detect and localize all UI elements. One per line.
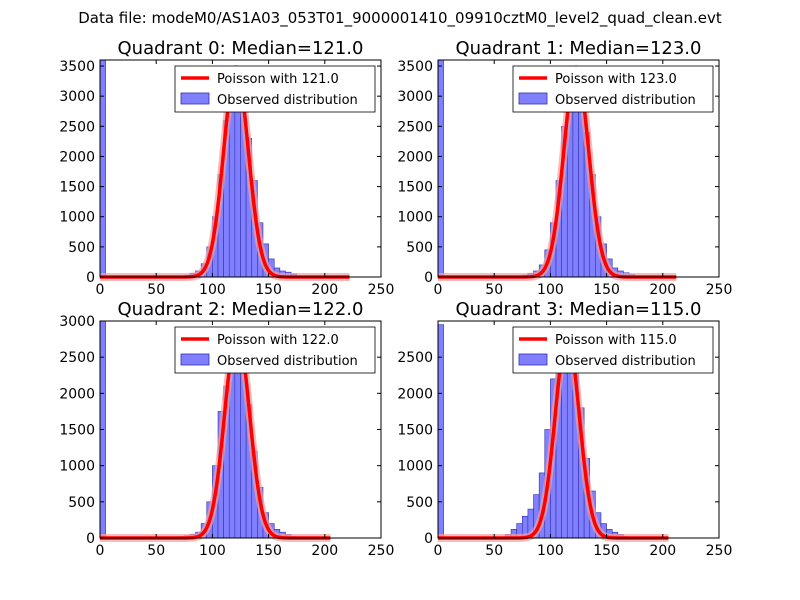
- legend-bar-label: Observed distribution: [555, 93, 696, 108]
- legend-bar-swatch: [180, 92, 210, 105]
- y-tick-label: 1500: [397, 423, 433, 439]
- x-tick-label: 150: [255, 282, 282, 298]
- y-tick-label: 1000: [59, 459, 95, 475]
- figure-suptitle: Data file: modeM0/AS1A03_053T01_90000014…: [78, 9, 722, 28]
- panel-quadrant-0: Quadrant 0: Median=121.0 0 50 100 150 200 250…: [59, 38, 394, 298]
- legend-fit-label: Poisson with 122.0: [217, 333, 339, 348]
- y-tick-label: 3000: [59, 314, 95, 330]
- legend-fit-label: Poisson with 121.0: [217, 72, 339, 87]
- y-tick-label: 2000: [397, 386, 433, 402]
- legend-bar-swatch: [518, 92, 548, 105]
- y-tick-label: 2000: [59, 149, 95, 165]
- y-tick-label: 3000: [59, 89, 95, 105]
- y-tick-label: 1000: [59, 210, 95, 226]
- y-tick-label: 1500: [59, 180, 95, 196]
- x-tick-label: 100: [537, 543, 564, 559]
- legend-bar-swatch: [518, 353, 548, 366]
- legend-bar-label: Observed distribution: [555, 354, 696, 369]
- x-tick-label: 50: [147, 282, 165, 298]
- panel-title: Quadrant 3: Median=115.0: [456, 299, 702, 320]
- histogram-bar: [437, 59, 444, 278]
- legend: Poisson with 123.0 Observed distribution: [512, 65, 714, 113]
- y-tick-label: 0: [424, 270, 433, 286]
- y-tick-label: 1500: [397, 180, 433, 196]
- y-tick-label: 500: [68, 495, 95, 511]
- x-tick-label: 50: [485, 543, 503, 559]
- legend-bar-swatch: [180, 353, 210, 366]
- y-tick-label: 500: [406, 495, 433, 511]
- x-tick-label: 200: [649, 282, 676, 298]
- x-tick-label: 50: [485, 282, 503, 298]
- x-tick-label: 250: [368, 543, 395, 559]
- y-tick-label: 3000: [397, 89, 433, 105]
- y-tick-label: 1000: [397, 459, 433, 475]
- panel-quadrant-2: Quadrant 2: Median=122.0 0 50 100 150 200 250…: [59, 299, 394, 559]
- x-tick-label: 0: [434, 543, 443, 559]
- y-tick-label: 2500: [397, 350, 433, 366]
- panel-title: Quadrant 1: Median=123.0: [456, 38, 702, 59]
- panel-quadrant-3: Quadrant 3: Median=115.0 0 50 100 150 200 250…: [397, 299, 732, 559]
- legend-bar-label: Observed distribution: [217, 354, 358, 369]
- x-tick-label: 150: [255, 543, 282, 559]
- y-tick-label: 500: [68, 240, 95, 256]
- histogram-bar: [437, 324, 444, 539]
- x-tick-label: 100: [199, 282, 226, 298]
- x-tick-label: 200: [311, 543, 338, 559]
- y-tick-label: 0: [86, 531, 95, 547]
- y-tick-label: 2500: [59, 119, 95, 135]
- y-tick-label: 2000: [59, 386, 95, 402]
- y-tick-label: 2000: [397, 149, 433, 165]
- legend-fit-label: Poisson with 115.0: [555, 333, 677, 348]
- y-tick-label: 3500: [59, 59, 95, 75]
- legend-bar-label: Observed distribution: [217, 93, 358, 108]
- x-tick-label: 150: [593, 282, 620, 298]
- x-tick-label: 0: [96, 543, 105, 559]
- panel-title: Quadrant 2: Median=122.0: [118, 299, 364, 320]
- plot-area: 0 50 100 150 200 2500500100015002000250030003…: [59, 59, 394, 298]
- x-tick-label: 100: [199, 543, 226, 559]
- y-tick-label: 0: [86, 270, 95, 286]
- y-tick-label: 1000: [397, 210, 433, 226]
- x-tick-label: 50: [147, 543, 165, 559]
- y-tick-label: 2500: [59, 350, 95, 366]
- panel-quadrant-1: Quadrant 1: Median=123.0 0 50 100 150 200 250…: [397, 38, 732, 298]
- x-tick-label: 250: [368, 282, 395, 298]
- plot-area: 0 50 100 150 200 25005001000150020002500Poiss…: [397, 320, 733, 559]
- legend: Poisson with 115.0 Observed distribution: [512, 326, 714, 374]
- x-tick-label: 250: [706, 543, 733, 559]
- y-tick-label: 500: [406, 240, 433, 256]
- x-tick-label: 250: [706, 282, 733, 298]
- x-tick-label: 200: [649, 543, 676, 559]
- y-tick-label: 1500: [59, 423, 95, 439]
- legend-fit-label: Poisson with 123.0: [555, 72, 677, 87]
- y-tick-label: 3500: [397, 59, 433, 75]
- plot-area: 0 50 100 150 200 2500500100015002000250030003…: [397, 59, 732, 298]
- histogram-bar: [99, 59, 106, 278]
- x-tick-label: 0: [96, 282, 105, 298]
- legend: Poisson with 122.0 Observed distribution: [174, 326, 376, 374]
- y-tick-label: 0: [424, 531, 433, 547]
- panel-title: Quadrant 0: Median=121.0: [118, 38, 364, 59]
- x-tick-label: 0: [434, 282, 443, 298]
- axes-frame: [99, 59, 382, 278]
- y-tick-label: 2500: [397, 119, 433, 135]
- axes-frame: [437, 59, 720, 278]
- plot-area: 0 50 100 150 200 250050010001500200025003000P…: [59, 314, 394, 559]
- x-tick-label: 100: [537, 282, 564, 298]
- x-tick-label: 200: [311, 282, 338, 298]
- x-tick-label: 150: [593, 543, 620, 559]
- legend: Poisson with 121.0 Observed distribution: [174, 65, 376, 113]
